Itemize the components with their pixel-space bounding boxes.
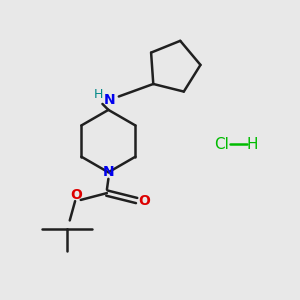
Text: N: N bbox=[104, 93, 116, 107]
Text: H: H bbox=[247, 136, 258, 152]
Text: Cl: Cl bbox=[214, 136, 229, 152]
Text: N: N bbox=[103, 165, 114, 179]
Text: O: O bbox=[138, 194, 150, 208]
Text: O: O bbox=[70, 188, 82, 202]
Text: H: H bbox=[94, 88, 103, 101]
